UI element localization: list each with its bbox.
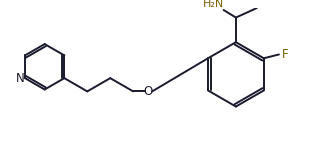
Text: N: N (16, 72, 24, 85)
Text: H₂N: H₂N (202, 0, 224, 9)
Text: O: O (144, 85, 153, 98)
Text: F: F (282, 48, 289, 61)
